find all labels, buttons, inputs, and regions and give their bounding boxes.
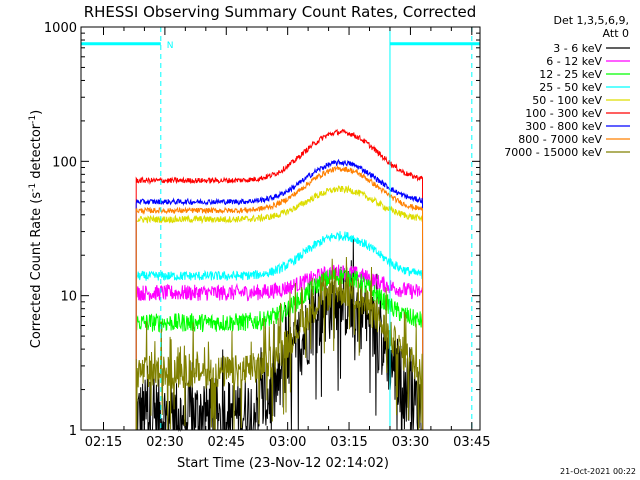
legend-label-3: 12 - 25 keV <box>539 68 602 81</box>
series-line-2 <box>135 264 424 431</box>
legend-label-1: 3 - 6 keV <box>553 42 602 55</box>
legend-header-line-1: Det 1,3,5,6,9, <box>553 14 629 27</box>
series-line-8 <box>135 164 424 431</box>
series-line-1 <box>135 239 423 432</box>
x-tick-label: 03:30 <box>392 435 429 450</box>
x-tick-label: 02:45 <box>208 435 245 450</box>
legend-label-5: 50 - 100 keV <box>532 94 602 107</box>
y-tick-label: 10 <box>60 290 77 305</box>
chart-title: RHESSI Observing Summary Count Rates, Co… <box>84 3 477 21</box>
legend-label-7: 300 - 800 keV <box>525 120 602 133</box>
x-tick-label: 02:15 <box>85 435 122 450</box>
series-line-6 <box>135 128 424 431</box>
series-line-3 <box>135 267 424 431</box>
night-label: N <box>167 41 174 51</box>
legend-label-4: 25 - 50 keV <box>539 81 602 94</box>
y-tick-label: 1000 <box>44 21 77 36</box>
legend-label-9: 7000 - 15000 keV <box>504 146 602 159</box>
x-tick-label: 02:30 <box>146 435 183 450</box>
series-line-5 <box>135 184 424 431</box>
x-tick-label: 03:15 <box>330 435 367 450</box>
series-line-7 <box>135 158 424 431</box>
legend-label-6: 100 - 300 keV <box>525 107 602 120</box>
y-tick-label: 1 <box>69 424 77 439</box>
x-tick-label: 03:45 <box>453 435 490 450</box>
legend-label-2: 6 - 12 keV <box>546 55 602 68</box>
x-tick-label: 03:00 <box>269 435 306 450</box>
y-axis-label: Corrected Count Rate (s-1 detector-1) <box>28 110 44 348</box>
footer-date: 21-Oct-2021 00:22 <box>560 467 636 476</box>
y-tick-label: 100 <box>52 155 77 170</box>
legend-header-line-2: Att 0 <box>603 27 629 40</box>
series-line-9 <box>135 256 424 431</box>
plot-frame <box>80 26 481 431</box>
x-axis-label: Start Time (23-Nov-12 02:14:02) <box>177 456 389 471</box>
series-line-4 <box>135 231 424 431</box>
legend-label-8: 800 - 7000 keV <box>518 133 602 146</box>
